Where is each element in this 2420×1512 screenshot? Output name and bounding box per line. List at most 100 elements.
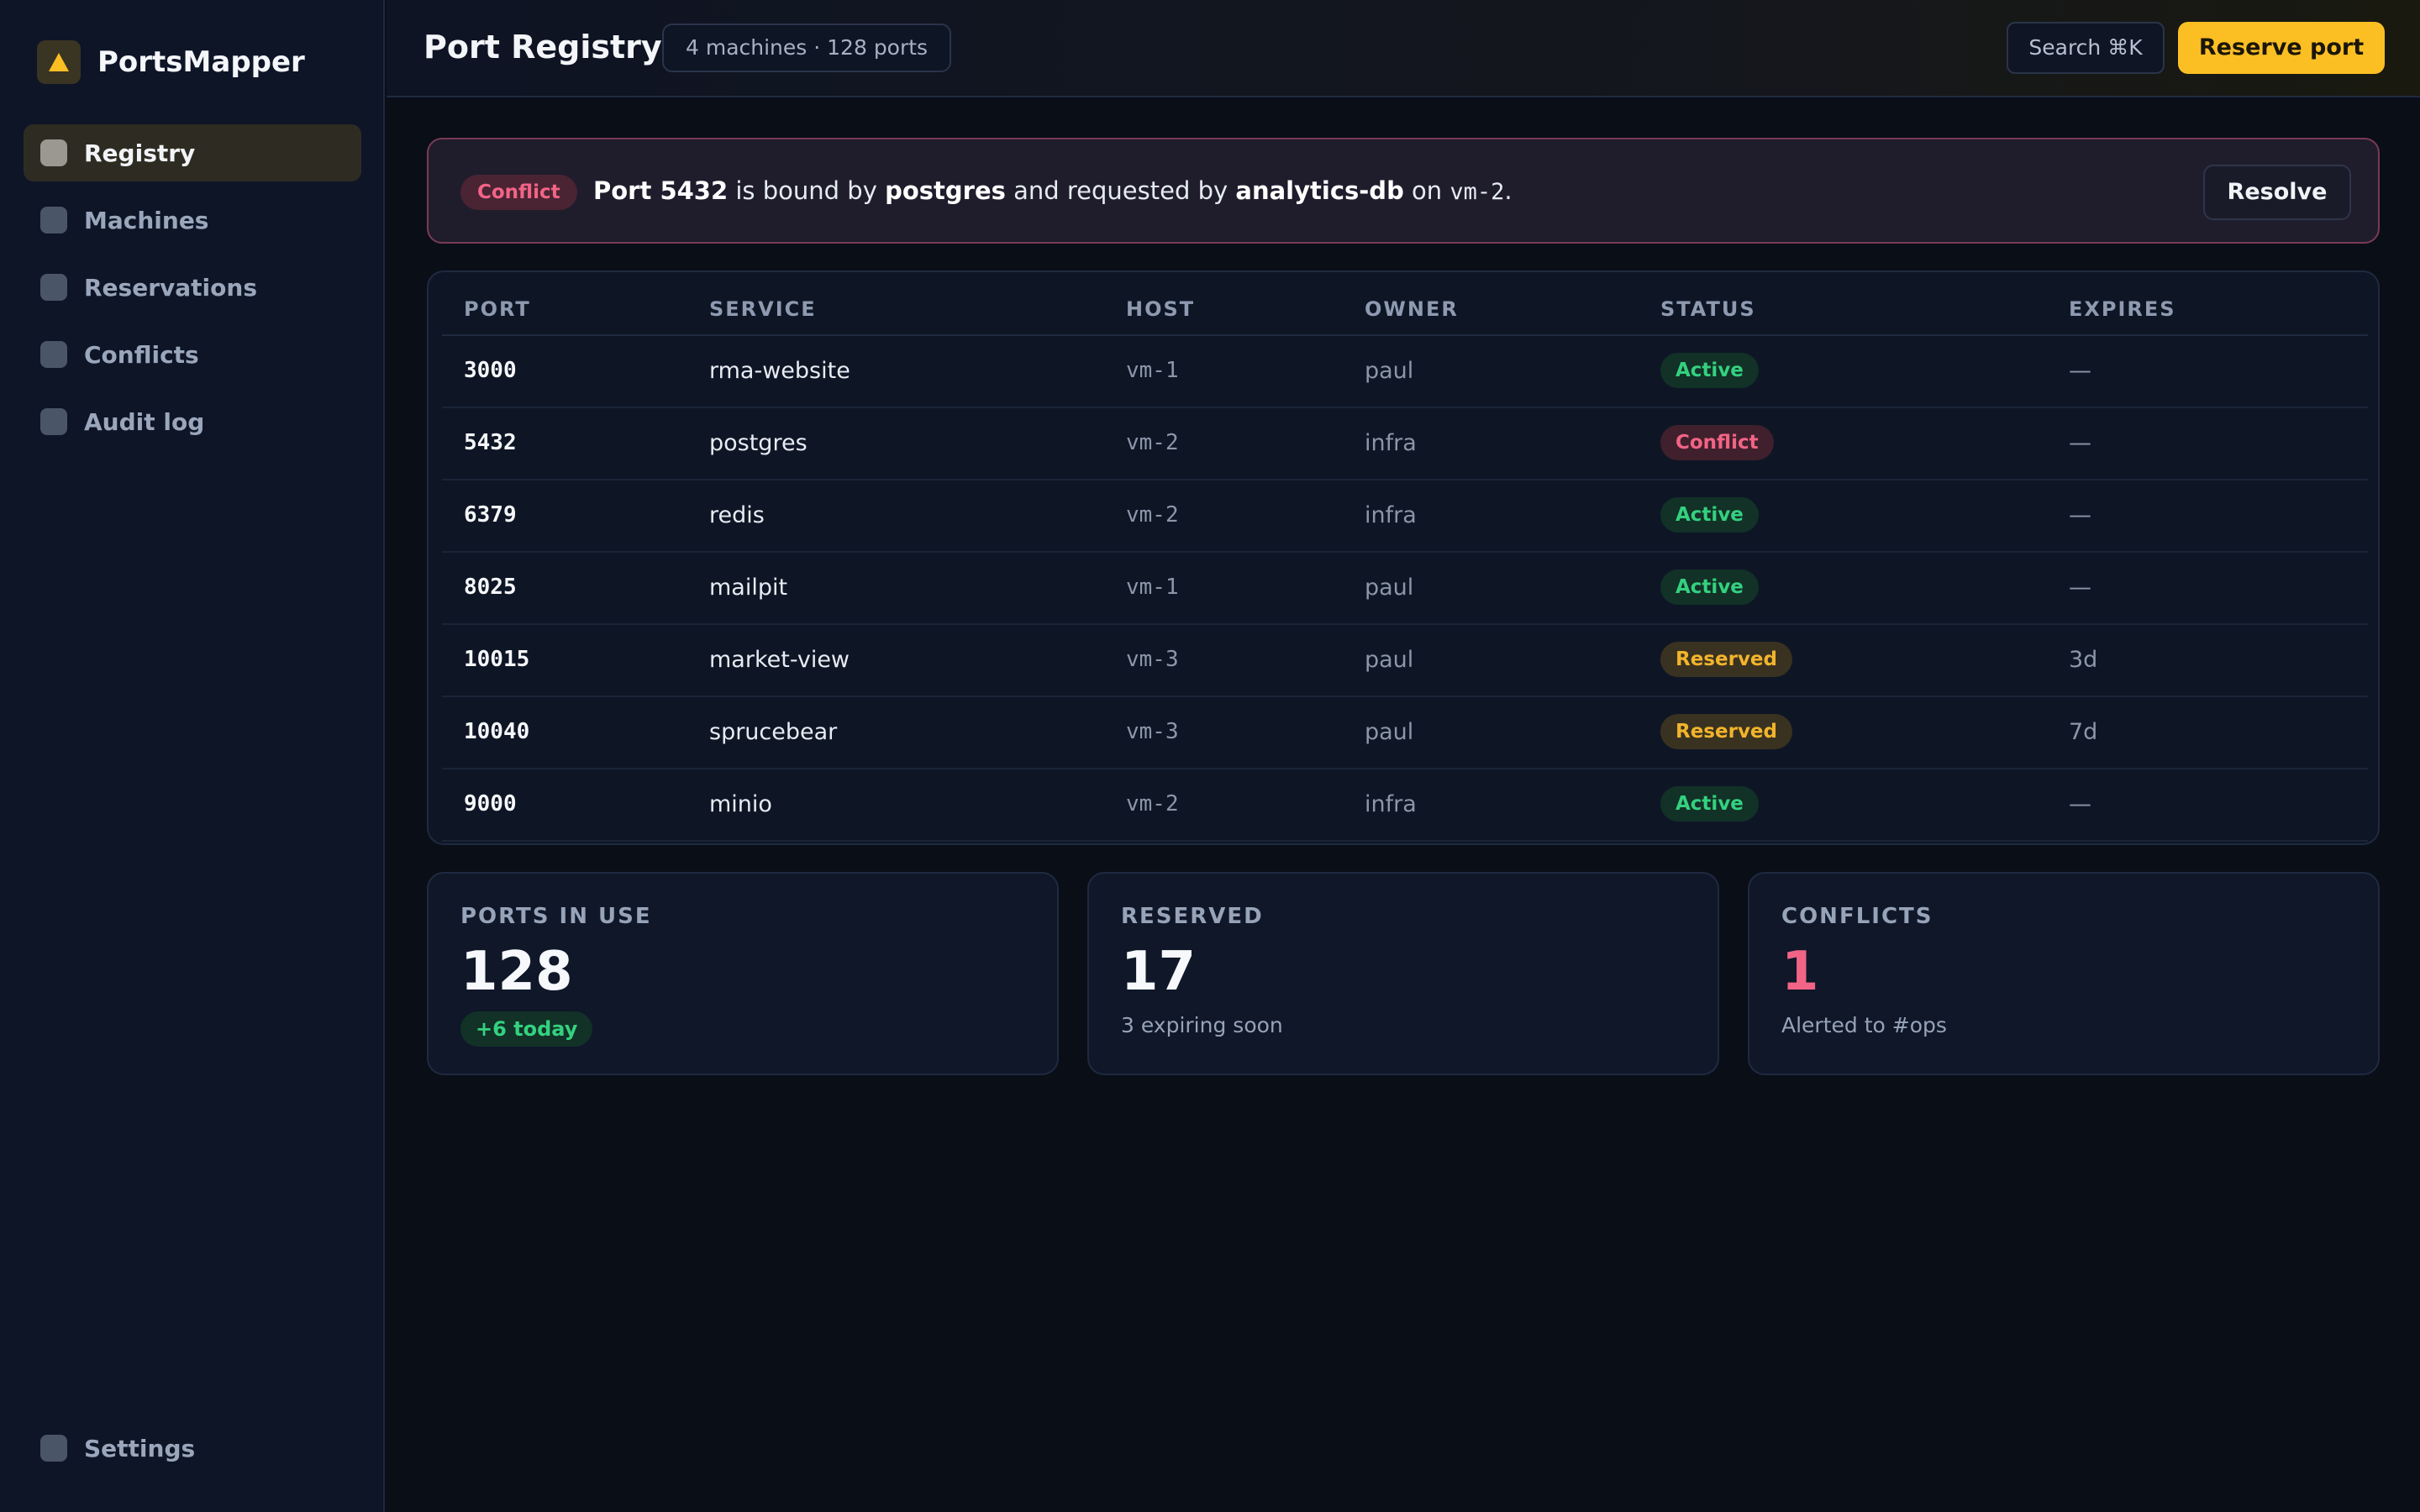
table-row[interactable]: 8025 mailpit vm-1 paul Active — xyxy=(442,553,2368,625)
stat-subtext: Alerted to #ops xyxy=(1781,1013,1947,1037)
conflict-host: vm-2 xyxy=(1449,179,1505,205)
stat-subtext: 3 expiring soon xyxy=(1121,1013,1283,1037)
sidebar-item-audit-log[interactable]: Audit log xyxy=(24,393,361,450)
sidebar-item-label: Settings xyxy=(84,1434,196,1462)
port-cell: 3000 xyxy=(464,358,517,383)
search-button[interactable]: Search ⌘K xyxy=(2007,22,2165,74)
status-badge: Active xyxy=(1660,570,1759,605)
conflict-text: and requested by xyxy=(1013,176,1228,205)
stat-label: RESERVED xyxy=(1121,904,1264,929)
stat-value: 17 xyxy=(1121,941,1197,1003)
sidebar-item-conflicts[interactable]: Conflicts xyxy=(24,326,361,383)
port-cell: 10015 xyxy=(464,647,530,672)
conflicts-icon xyxy=(40,341,67,368)
service-cell: market-view xyxy=(709,647,850,673)
expires-cell: — xyxy=(2069,358,2091,384)
owner-cell: paul xyxy=(1365,575,1414,601)
table-header: PORT SERVICE HOST OWNER STATUS EXPIRES xyxy=(442,272,2368,336)
status-cell: Active xyxy=(1660,353,1759,388)
sidebar-item-label: Registry xyxy=(84,139,196,167)
conflict-port: Port 5432 xyxy=(593,176,729,205)
stat-card-ports-in-use: PORTS IN USE 128 +6 today xyxy=(427,872,1059,1075)
machines-icon xyxy=(40,207,67,234)
sidebar-item-reservations[interactable]: Reservations xyxy=(24,259,361,316)
service-cell: rma-website xyxy=(709,358,850,384)
ports-table: PORT SERVICE HOST OWNER STATUS EXPIRES 3… xyxy=(427,270,2380,845)
stat-value: 1 xyxy=(1781,941,1819,1003)
stat-card-conflicts: CONFLICTS 1 Alerted to #ops xyxy=(1748,872,2380,1075)
owner-cell: infra xyxy=(1365,791,1417,817)
settings-icon xyxy=(40,1435,67,1462)
table-row[interactable]: 6379 redis vm-2 infra Active — xyxy=(442,480,2368,553)
warning-triangle-icon xyxy=(37,40,81,84)
service-cell: mailpit xyxy=(709,575,788,601)
expires-cell: — xyxy=(2069,575,2091,601)
service-cell: sprucebear xyxy=(709,719,838,745)
conflict-text-end: . xyxy=(1504,176,1512,205)
resolve-button[interactable]: Resolve xyxy=(2203,165,2351,220)
table-row[interactable]: 9000 minio vm-2 infra Active — xyxy=(442,769,2368,842)
status-badge: Active xyxy=(1660,497,1759,533)
service-cell: minio xyxy=(709,791,772,817)
status-badge: Reserved xyxy=(1660,642,1792,677)
topbar: Port Registry 4 machines · 128 ports Sea… xyxy=(387,0,2420,97)
status-cell: Reserved xyxy=(1660,714,1792,749)
conflict-text: is bound by xyxy=(735,176,877,205)
sidebar-item-label: Reservations xyxy=(84,273,257,302)
conflict-message: Port 5432 is bound by postgres and reque… xyxy=(593,176,1512,205)
sidebar-item-label: Audit log xyxy=(84,407,205,436)
reserve-port-button[interactable]: Reserve port xyxy=(2178,22,2385,74)
sidebar-bottom: Settings xyxy=(24,1420,361,1487)
conflict-banner: Conflict Port 5432 is bound by postgres … xyxy=(427,138,2380,244)
table-row[interactable]: 10040 sprucebear vm-3 paul Reserved 7d xyxy=(442,697,2368,769)
column-header-status[interactable]: STATUS xyxy=(1660,297,1756,321)
stat-trend-badge: +6 today xyxy=(460,1011,593,1047)
owner-cell: infra xyxy=(1365,502,1417,528)
registry-icon xyxy=(40,139,67,166)
conflict-text: on xyxy=(1412,176,1443,205)
conflict-service: postgres xyxy=(885,176,1006,205)
sidebar: PortsMapper Registry Machines Reservatio… xyxy=(0,0,385,1512)
sidebar-item-settings[interactable]: Settings xyxy=(24,1420,361,1477)
column-header-host[interactable]: HOST xyxy=(1126,297,1196,321)
service-cell: redis xyxy=(709,502,765,528)
expires-cell: — xyxy=(2069,430,2091,456)
table-row[interactable]: 5432 postgres vm-2 infra Conflict — xyxy=(442,408,2368,480)
sidebar-item-label: Machines xyxy=(84,206,209,234)
expires-cell: 3d xyxy=(2069,647,2098,673)
conflict-requester: analytics-db xyxy=(1235,176,1404,205)
host-cell: vm-1 xyxy=(1126,358,1179,383)
port-cell: 9000 xyxy=(464,791,517,816)
column-header-port[interactable]: PORT xyxy=(464,297,531,321)
sidebar-item-registry[interactable]: Registry xyxy=(24,124,361,181)
expires-cell: 7d xyxy=(2069,719,2098,745)
table-row[interactable]: 10015 market-view vm-3 paul Reserved 3d xyxy=(442,625,2368,697)
sidebar-item-machines[interactable]: Machines xyxy=(24,192,361,249)
column-header-owner[interactable]: OWNER xyxy=(1365,297,1459,321)
port-cell: 5432 xyxy=(464,430,517,455)
host-cell: vm-2 xyxy=(1126,791,1179,816)
stat-label: PORTS IN USE xyxy=(460,904,652,929)
conflict-badge: Conflict xyxy=(460,175,577,210)
host-cell: vm-1 xyxy=(1126,575,1179,600)
stat-value: 128 xyxy=(460,941,573,1003)
host-cell: vm-2 xyxy=(1126,430,1179,455)
stat-card-reserved: RESERVED 17 3 expiring soon xyxy=(1087,872,1719,1075)
table-body: 3000 rma-website vm-1 paul Active — 5432… xyxy=(442,336,2368,842)
service-cell: postgres xyxy=(709,430,808,456)
stat-label: CONFLICTS xyxy=(1781,904,1933,929)
status-cell: Reserved xyxy=(1660,642,1792,677)
port-cell: 10040 xyxy=(464,719,530,744)
expires-cell: — xyxy=(2069,502,2091,528)
column-header-service[interactable]: SERVICE xyxy=(709,297,817,321)
status-cell: Active xyxy=(1660,786,1759,822)
status-badge: Active xyxy=(1660,353,1759,388)
brand[interactable]: PortsMapper xyxy=(37,40,305,84)
status-badge: Reserved xyxy=(1660,714,1792,749)
column-header-expires[interactable]: EXPIRES xyxy=(2069,297,2176,321)
host-cell: vm-3 xyxy=(1126,647,1179,672)
table-row[interactable]: 3000 rma-website vm-1 paul Active — xyxy=(442,336,2368,408)
status-badge: Conflict xyxy=(1660,425,1774,460)
owner-cell: paul xyxy=(1365,719,1414,745)
